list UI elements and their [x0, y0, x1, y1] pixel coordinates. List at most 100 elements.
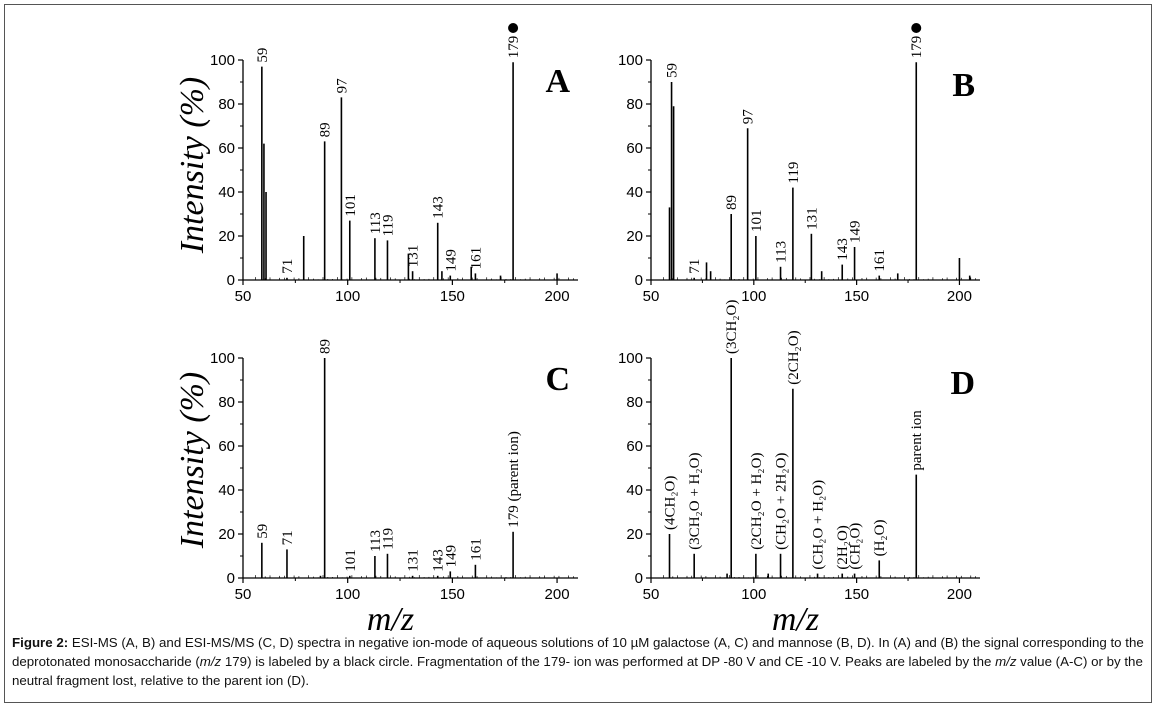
y-tick-label: 80 — [626, 96, 643, 113]
y-tick-label: 40 — [218, 184, 235, 201]
peak-label: 101 — [749, 210, 765, 233]
peak-label: 71 — [687, 259, 703, 274]
y-tick-label: 20 — [218, 228, 235, 245]
peak-label: 89 — [318, 122, 334, 137]
peak-label: 179 (parent ion) — [506, 431, 522, 528]
peak-label: 59 — [665, 63, 681, 78]
x-tick-label: 100 — [741, 586, 766, 603]
peak-label: 161 — [468, 538, 484, 561]
caption-text-3: value (A-C) or by the neutral fragment l… — [12, 654, 1143, 688]
y-tick-label: 80 — [626, 394, 643, 411]
panel-label-a: A — [545, 63, 570, 100]
x-axis-title: m/z — [772, 601, 819, 638]
caption-label: Figure 2: — [12, 635, 69, 650]
x-tick-label: 100 — [335, 586, 360, 603]
y-tick-label: 40 — [626, 184, 643, 201]
peak-label: 113 — [368, 212, 384, 234]
figure-frame — [4, 4, 1152, 703]
peak-marker-circle — [508, 23, 519, 33]
peak-label: (CH₂O + H₂O) — [811, 480, 827, 570]
caption-text-1: ESI-MS (A, B) and ESI-MS/MS (C, D) spect… — [12, 635, 1144, 669]
y-tick-label: 0 — [635, 272, 643, 289]
y-tick-label: 100 — [618, 52, 643, 69]
y-axis-title: Intensity (%) — [174, 372, 211, 550]
y-tick-label: 100 — [210, 350, 235, 367]
peak-label: 131 — [406, 245, 422, 268]
x-tick-label: 50 — [235, 288, 252, 305]
x-tick-label: 200 — [947, 586, 972, 603]
peak-label: 113 — [774, 241, 790, 263]
x-tick-label: 150 — [844, 586, 869, 603]
peak-label: 59 — [255, 48, 271, 63]
peak-label: 179 — [506, 36, 522, 59]
peak-label: 97 — [334, 78, 350, 94]
x-tick-label: 150 — [440, 288, 465, 305]
peak-label: (4CH₂O) — [663, 476, 679, 530]
y-tick-label: 20 — [626, 228, 643, 245]
y-tick-label: 0 — [227, 272, 235, 289]
peak-label: 113 — [368, 530, 384, 552]
peak-label: 161 — [872, 249, 888, 272]
peak-label: 131 — [804, 207, 820, 230]
x-tick-label: 100 — [335, 288, 360, 305]
caption-mz-2: m/z — [995, 654, 1017, 669]
caption-mz-1: m/z — [199, 654, 222, 669]
x-tick-label: 50 — [235, 586, 252, 603]
y-tick-label: 100 — [618, 350, 643, 367]
peak-label: (2CH₂O) — [786, 330, 802, 384]
x-tick-label: 200 — [545, 586, 570, 603]
peak-label: 149 — [848, 221, 864, 244]
y-tick-label: 80 — [218, 394, 235, 411]
x-tick-label: 200 — [545, 288, 570, 305]
y-tick-label: 20 — [218, 526, 235, 543]
peak-label: 149 — [443, 249, 459, 272]
peak-label: parent ion — [909, 410, 925, 471]
x-tick-label: 150 — [844, 288, 869, 305]
peak-label: 71 — [280, 259, 296, 274]
peak-label: (2CH₂O + H₂O) — [749, 453, 765, 550]
panel-label-d: D — [950, 365, 975, 402]
y-tick-label: 60 — [218, 140, 235, 157]
peak-label: 143 — [431, 549, 447, 572]
peak-label: (3CH₂O + H₂O) — [687, 453, 703, 550]
y-tick-label: 0 — [227, 570, 235, 587]
peak-label: 161 — [468, 247, 484, 270]
panel-label-c: C — [545, 361, 570, 398]
peak-label: (CH₂O) — [848, 523, 864, 570]
peak-label: 97 — [741, 109, 757, 125]
peak-label: 101 — [343, 549, 359, 572]
peak-label: (2H₂O) — [835, 525, 851, 569]
x-axis-title: m/z — [367, 601, 414, 638]
peak-marker-circle — [911, 23, 922, 33]
y-tick-label: 60 — [626, 140, 643, 157]
peak-label: 101 — [343, 194, 359, 217]
x-tick-label: 50 — [643, 586, 660, 603]
peak-label: 143 — [431, 196, 447, 219]
y-tick-label: 20 — [626, 526, 643, 543]
y-tick-label: 40 — [218, 482, 235, 499]
y-tick-label: 60 — [626, 438, 643, 455]
y-tick-label: 0 — [635, 570, 643, 587]
peak-label: (3CH₂O) — [724, 300, 740, 354]
peak-label: 119 — [380, 528, 396, 550]
y-tick-label: 80 — [218, 96, 235, 113]
peak-label: 89 — [318, 339, 334, 354]
peak-label: (CH₂O + 2H₂O) — [774, 453, 790, 550]
x-tick-label: 150 — [440, 586, 465, 603]
caption-text-2: 179) is labeled by a black circle. Fragm… — [221, 654, 996, 669]
y-tick-label: 100 — [210, 52, 235, 69]
y-tick-label: 40 — [626, 482, 643, 499]
peak-label: (H₂O) — [872, 520, 888, 557]
y-tick-label: 60 — [218, 438, 235, 455]
y-axis-title: Intensity (%) — [174, 77, 211, 255]
x-tick-label: 200 — [947, 288, 972, 305]
panel-label-b: B — [952, 67, 975, 104]
peak-label: 143 — [835, 238, 851, 261]
x-tick-label: 50 — [643, 288, 660, 305]
peak-label: 149 — [443, 545, 459, 568]
x-tick-label: 100 — [741, 288, 766, 305]
peak-label: 59 — [255, 524, 271, 539]
peak-label: 179 — [909, 36, 925, 59]
peak-label: 89 — [724, 195, 740, 210]
